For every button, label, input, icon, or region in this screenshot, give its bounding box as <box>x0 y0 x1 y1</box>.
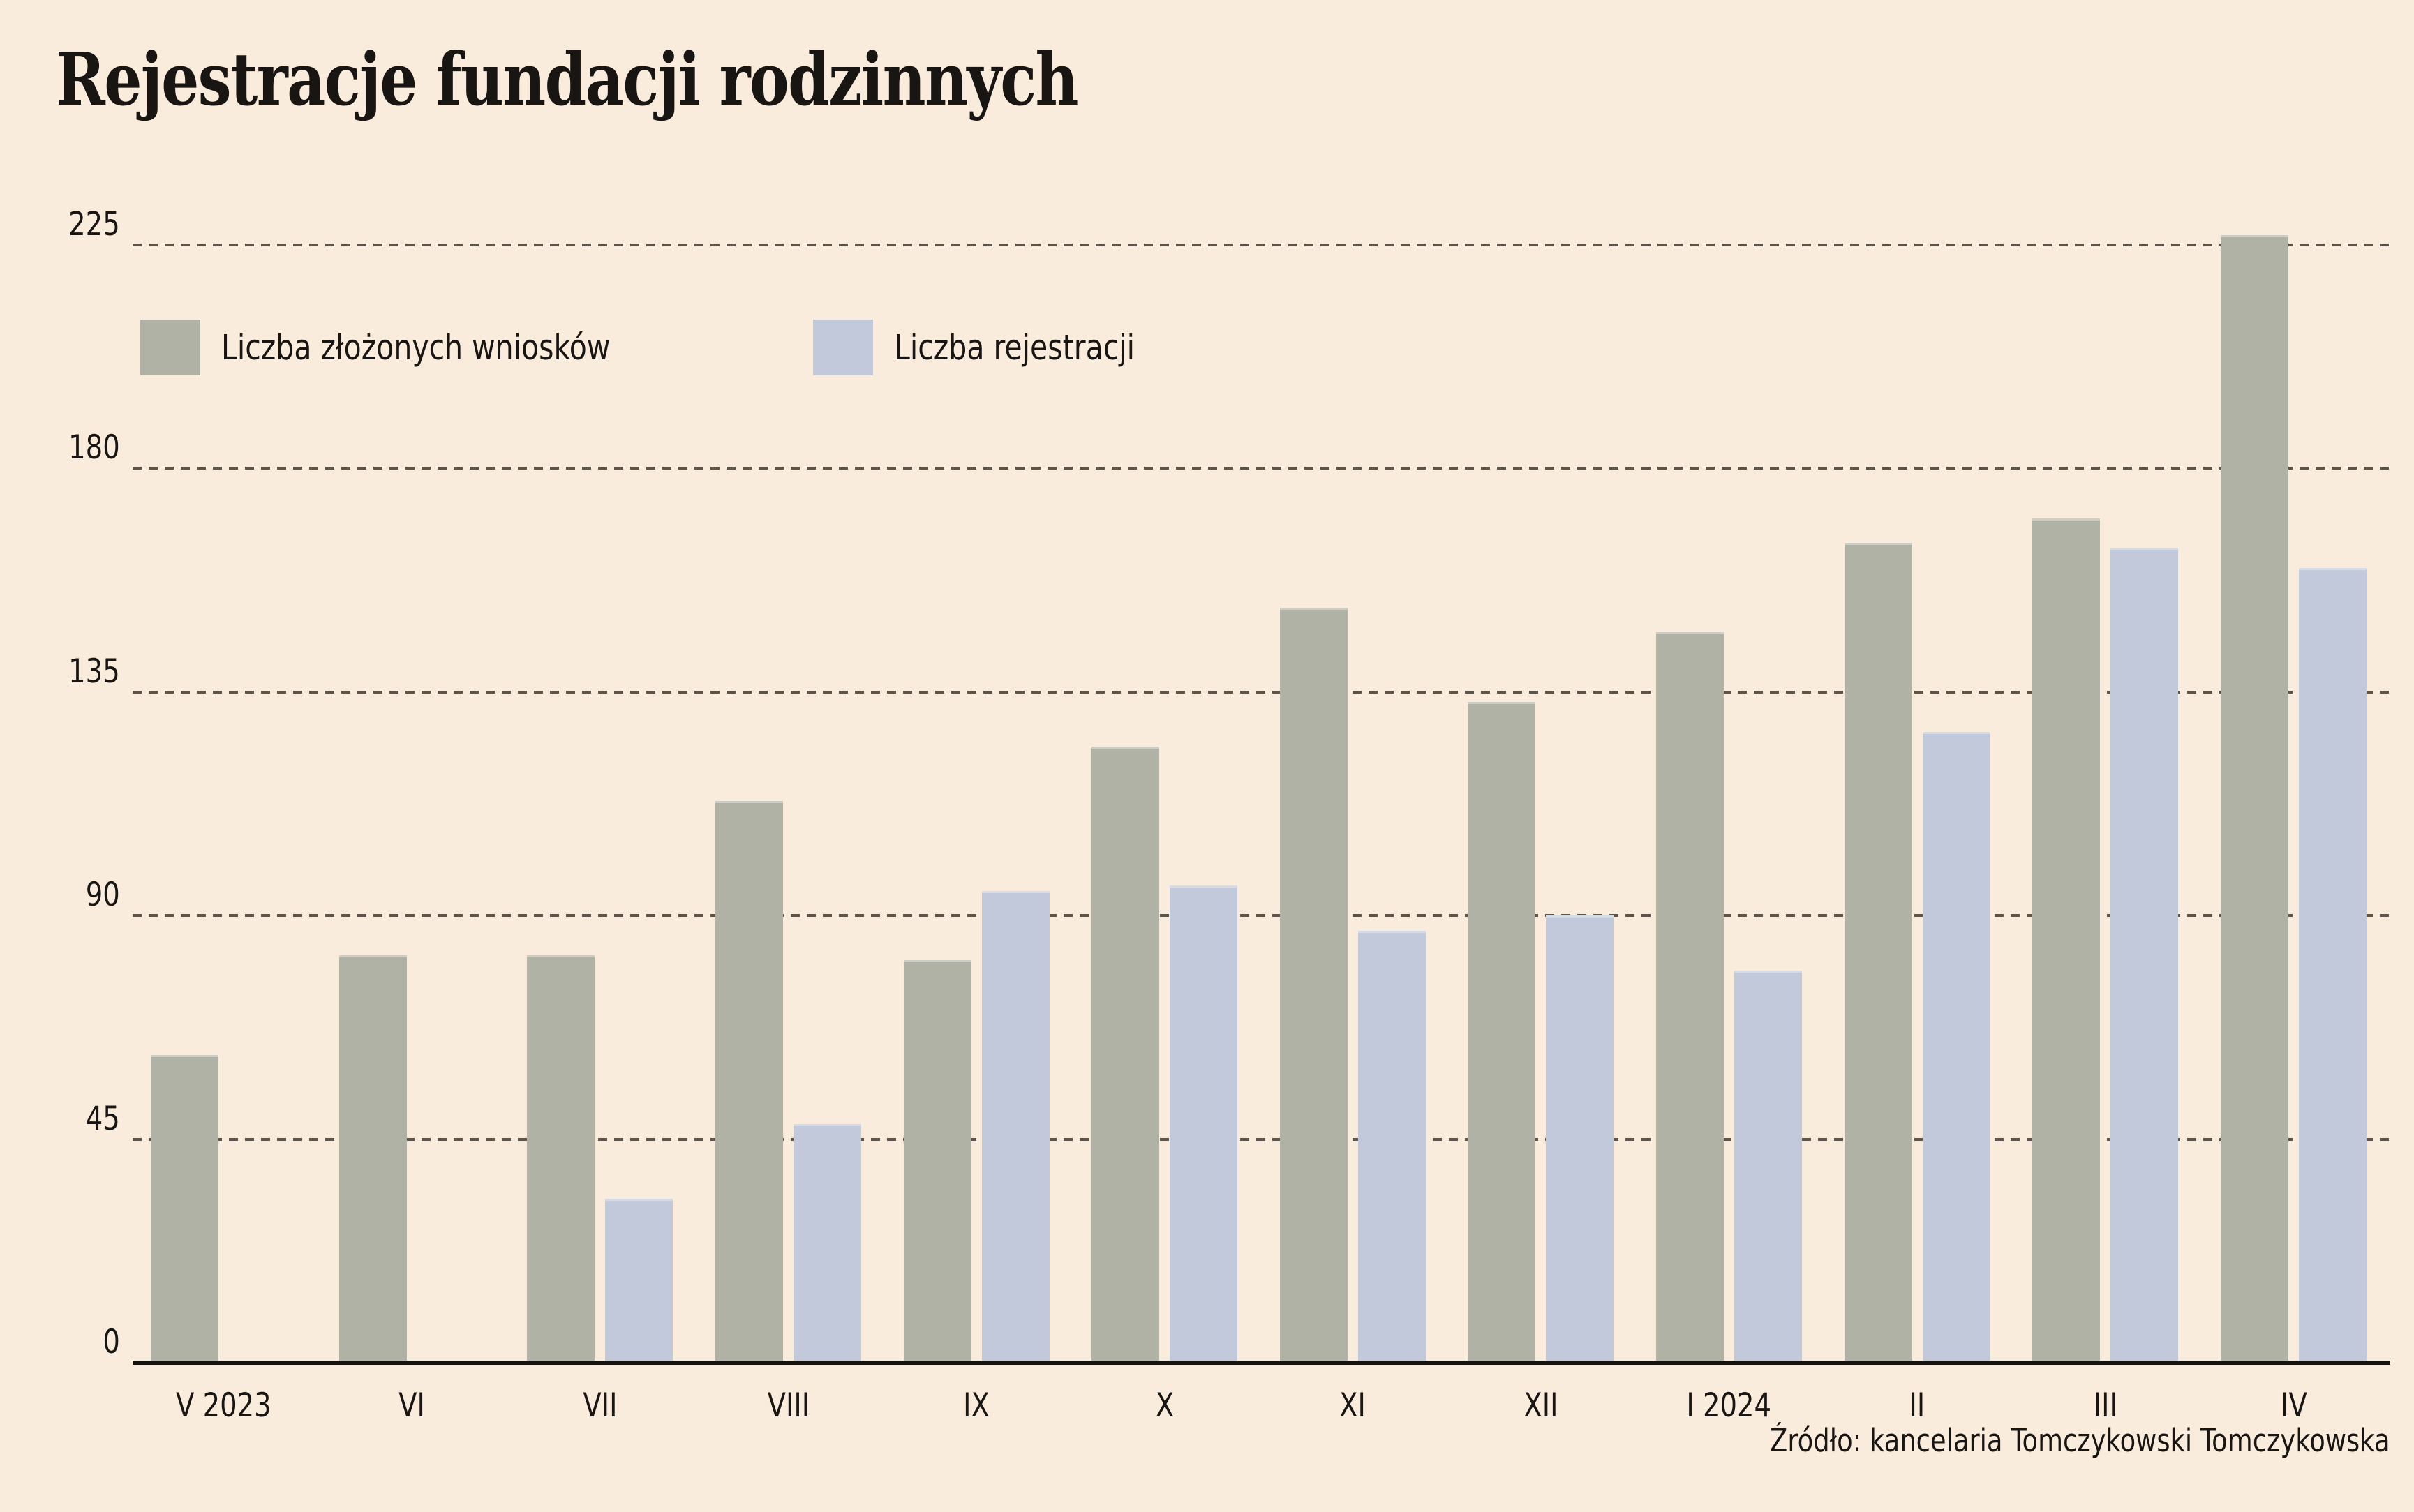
x-tick-text: I 2024 <box>1686 1386 1772 1425</box>
gridline-180 <box>133 467 2390 470</box>
bar-applications-v-2023 <box>151 1054 218 1363</box>
y-tick-text: 225 <box>68 205 120 244</box>
bar-applications-iii <box>2032 518 2101 1363</box>
source-note: Źródło: kancelaria Tomczykowski Tomczyko… <box>1770 1422 2390 1459</box>
bar-registrations-viii <box>793 1124 861 1363</box>
x-tick-label-ii: II <box>1812 1389 2022 1423</box>
x-tick-label-ix: IX <box>872 1389 1081 1423</box>
y-tick-label-225: 225 <box>0 207 120 242</box>
x-tick-text: VII <box>583 1386 618 1425</box>
x-tick-label-x: X <box>1060 1389 1269 1423</box>
y-tick-text: 135 <box>68 652 120 691</box>
bar-registrations-ii <box>1922 731 1990 1363</box>
bar-applications-iv <box>2221 234 2289 1363</box>
y-tick-text: 90 <box>85 876 120 915</box>
bar-registrations-i-2024 <box>1734 970 1803 1363</box>
bar-registrations-iii <box>2110 548 2179 1363</box>
x-tick-text: IX <box>963 1386 990 1425</box>
x-tick-label-xii: XII <box>1436 1389 1646 1423</box>
bar-applications-i-2024 <box>1656 632 1724 1363</box>
x-tick-label-i-2024: I 2024 <box>1625 1389 1834 1423</box>
y-tick-label-180: 180 <box>0 431 120 465</box>
y-tick-text: 180 <box>68 428 120 467</box>
bar-registrations-iv <box>2299 567 2367 1363</box>
y-tick-text: 0 <box>103 1323 120 1361</box>
bar-applications-vii <box>527 955 595 1363</box>
x-axis-baseline <box>133 1361 2390 1365</box>
y-tick-label-0: 0 <box>0 1325 120 1360</box>
x-tick-text: XII <box>1523 1386 1558 1425</box>
bar-applications-xii <box>1468 702 1536 1363</box>
bar-applications-ii <box>1844 543 1912 1363</box>
y-tick-label-90: 90 <box>0 878 120 913</box>
legend-label-applications: Liczba złożonych wniosków <box>221 327 611 368</box>
x-tick-text: V 2023 <box>176 1386 271 1425</box>
x-tick-label-vi: VI <box>307 1389 516 1423</box>
bar-registrations-ix <box>981 890 1050 1363</box>
x-tick-label-vii: VII <box>496 1389 705 1423</box>
x-tick-label-v-2023: V 2023 <box>119 1389 329 1423</box>
x-tick-text: III <box>2093 1386 2117 1425</box>
y-tick-label-45: 45 <box>0 1099 120 1138</box>
x-tick-text: IV <box>2280 1386 2307 1425</box>
gridline-45 <box>133 1137 2390 1141</box>
bar-registrations-x <box>1170 885 1238 1363</box>
bar-applications-viii <box>715 801 783 1363</box>
legend-label-registrations: Liczba rejestracji <box>894 327 1135 368</box>
gridline-225 <box>133 244 2390 246</box>
bar-registrations-vii <box>605 1199 673 1363</box>
bar-applications-ix <box>903 960 971 1363</box>
legend-swatch-registrations <box>813 320 873 375</box>
bar-applications-vi <box>338 955 407 1363</box>
page-title: Rejestracje fundacji rodzinnych <box>56 36 1302 122</box>
bar-registrations-xi <box>1357 930 1426 1363</box>
gridline-90 <box>133 914 2390 918</box>
x-tick-label-xi: XI <box>1248 1389 1457 1423</box>
legend-item-applications: Liczba złożonych wniosków <box>140 320 696 375</box>
x-tick-text: VI <box>398 1386 425 1425</box>
bar-applications-x <box>1091 747 1160 1363</box>
x-tick-label-iv: IV <box>2189 1389 2399 1423</box>
gridline-135 <box>133 690 2390 694</box>
bar-applications-xi <box>1279 607 1348 1363</box>
x-tick-label-iii: III <box>2001 1389 2210 1423</box>
x-tick-label-viii: VIII <box>683 1389 893 1423</box>
bar-registrations-xii <box>1546 915 1614 1363</box>
y-tick-label-135: 135 <box>0 654 120 689</box>
legend-swatch-applications <box>140 320 200 375</box>
legend-item-registrations: Liczba rejestracji <box>813 320 1188 375</box>
x-tick-text: II <box>1909 1386 1925 1425</box>
x-tick-text: X <box>1155 1386 1174 1425</box>
page-title-text: Rejestracje fundacji rodzinnych <box>56 36 1079 122</box>
y-tick-text: 45 <box>85 1099 120 1138</box>
x-tick-text: VIII <box>767 1386 810 1425</box>
x-tick-text: XI <box>1339 1386 1366 1425</box>
